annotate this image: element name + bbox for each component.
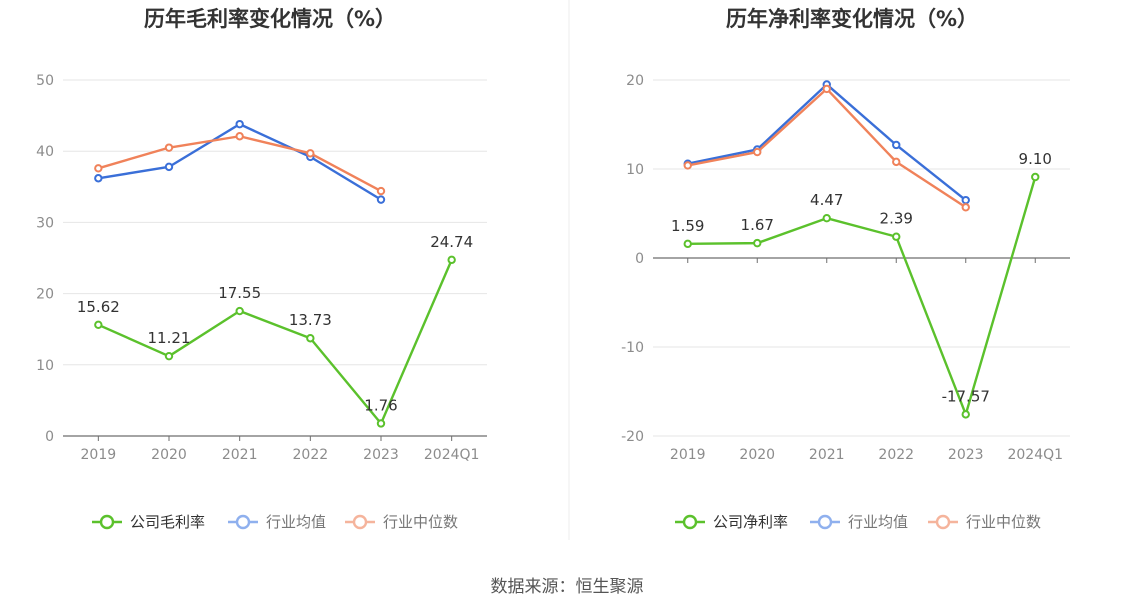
data-label: 17.55 bbox=[218, 284, 261, 302]
y-tick-label: 0 bbox=[635, 251, 644, 267]
x-tick-label: 2021 bbox=[809, 447, 845, 463]
data-label: 15.62 bbox=[77, 298, 120, 316]
data-point bbox=[1031, 172, 1040, 182]
x-tick-label: 2019 bbox=[81, 447, 117, 463]
data-point bbox=[961, 410, 970, 419]
series-line bbox=[687, 83, 967, 202]
data-point bbox=[235, 132, 244, 141]
legend-marker bbox=[817, 514, 833, 530]
series-line bbox=[97, 135, 382, 193]
data-label: 1.76 bbox=[364, 396, 397, 414]
data-point bbox=[306, 334, 315, 343]
data-label: 24.74 bbox=[430, 233, 473, 251]
y-tick-label: 30 bbox=[36, 215, 54, 231]
data-label: 4.47 bbox=[810, 191, 843, 209]
data-point bbox=[753, 238, 762, 248]
series-line bbox=[97, 259, 453, 425]
data-point bbox=[892, 232, 901, 241]
data-label: 1.67 bbox=[741, 216, 774, 234]
data-point bbox=[94, 164, 103, 173]
data-point bbox=[892, 157, 901, 167]
chart-title: 历年净利率变化情况（%） bbox=[726, 7, 978, 31]
data-point bbox=[961, 203, 970, 212]
legend-marker bbox=[352, 514, 368, 530]
legend-label: 行业均值 bbox=[266, 513, 326, 531]
data-point bbox=[376, 195, 386, 204]
x-tick-label: 2019 bbox=[670, 447, 706, 463]
x-tick-label: 2023 bbox=[948, 447, 984, 463]
y-tick-label: -20 bbox=[621, 429, 644, 445]
legend-marker bbox=[235, 514, 251, 530]
x-tick-label: 2024Q1 bbox=[424, 447, 480, 463]
data-point bbox=[94, 174, 103, 183]
data-point bbox=[892, 140, 901, 150]
data-source: 数据来源：恒生聚源 bbox=[491, 577, 644, 597]
data-point bbox=[683, 239, 692, 249]
y-tick-label: 20 bbox=[36, 287, 54, 303]
data-point bbox=[683, 161, 692, 170]
legend-marker bbox=[682, 514, 698, 530]
legend-label: 公司毛利率 bbox=[130, 513, 205, 531]
net-margin-chart: 历年净利率变化情况（%） -20 -10 0 10 20 2019 2020 2021 2022 2… bbox=[621, 7, 1070, 531]
y-tick-label: 20 bbox=[626, 73, 644, 89]
data-point bbox=[822, 214, 831, 223]
x-tick-label: 2022 bbox=[878, 447, 914, 463]
x-tick-label: 2024Q1 bbox=[1007, 447, 1063, 463]
data-label: 2.39 bbox=[880, 210, 913, 228]
series-line bbox=[687, 176, 1037, 416]
x-tick-label: 2020 bbox=[151, 447, 187, 463]
data-label: 1.59 bbox=[671, 217, 704, 235]
y-tick-label: -10 bbox=[621, 340, 644, 356]
chart-title: 历年毛利率变化情况（%） bbox=[144, 7, 396, 31]
data-label: 9.10 bbox=[1019, 150, 1052, 168]
x-tick-label: 2021 bbox=[222, 447, 258, 463]
legend-marker bbox=[935, 514, 951, 530]
data-point bbox=[94, 320, 103, 329]
data-point bbox=[961, 195, 970, 205]
gross-margin-chart: 历年毛利率变化情况（%） 0 10 20 30 40 50 2019 2020 2021 2022 2… bbox=[36, 7, 487, 531]
y-tick-label: 50 bbox=[36, 73, 54, 89]
data-point bbox=[235, 119, 244, 129]
y-tick-label: 10 bbox=[626, 162, 644, 178]
series-line bbox=[687, 87, 967, 209]
y-tick-label: 10 bbox=[36, 358, 54, 374]
legend-label: 行业中位数 bbox=[383, 513, 458, 531]
y-tick-label: 0 bbox=[45, 429, 54, 445]
data-point bbox=[306, 149, 315, 158]
legend-label: 行业均值 bbox=[848, 513, 908, 531]
legend-label: 公司净利率 bbox=[713, 513, 788, 531]
data-point bbox=[822, 84, 831, 94]
data-point bbox=[376, 419, 386, 428]
data-point bbox=[164, 143, 174, 152]
data-point bbox=[235, 306, 244, 316]
data-label: -17.57 bbox=[942, 387, 990, 405]
x-tick-label: 2022 bbox=[293, 447, 329, 463]
legend-marker bbox=[99, 514, 115, 530]
y-tick-label: 40 bbox=[36, 144, 54, 160]
x-tick-label: 2020 bbox=[739, 447, 775, 463]
data-point bbox=[376, 186, 386, 196]
data-point bbox=[164, 162, 174, 172]
data-point bbox=[447, 255, 456, 265]
data-point bbox=[164, 351, 174, 361]
data-point bbox=[753, 147, 762, 157]
legend-label: 行业中位数 bbox=[966, 513, 1041, 531]
x-tick-label: 2023 bbox=[363, 447, 399, 463]
data-label: 11.21 bbox=[148, 329, 191, 347]
data-label: 13.73 bbox=[289, 311, 332, 329]
